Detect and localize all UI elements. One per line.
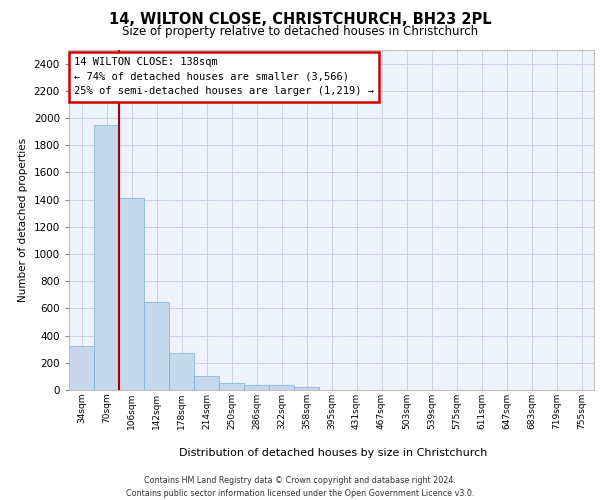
Bar <box>269 385 294 390</box>
Bar <box>69 346 94 390</box>
Bar <box>294 387 319 390</box>
Text: 14 WILTON CLOSE: 138sqm
← 74% of detached houses are smaller (3,566)
25% of semi: 14 WILTON CLOSE: 138sqm ← 74% of detache… <box>74 57 374 96</box>
Bar <box>244 384 269 390</box>
Bar <box>119 198 144 390</box>
Text: Distribution of detached houses by size in Christchurch: Distribution of detached houses by size … <box>179 448 487 458</box>
Text: Size of property relative to detached houses in Christchurch: Size of property relative to detached ho… <box>122 25 478 38</box>
Bar <box>169 352 194 390</box>
Text: 14, WILTON CLOSE, CHRISTCHURCH, BH23 2PL: 14, WILTON CLOSE, CHRISTCHURCH, BH23 2PL <box>109 12 491 28</box>
Y-axis label: Number of detached properties: Number of detached properties <box>18 138 28 302</box>
Bar <box>144 302 169 390</box>
Text: Contains HM Land Registry data © Crown copyright and database right 2024.
Contai: Contains HM Land Registry data © Crown c… <box>126 476 474 498</box>
Bar <box>219 384 244 390</box>
Bar <box>194 376 219 390</box>
Bar <box>94 125 119 390</box>
